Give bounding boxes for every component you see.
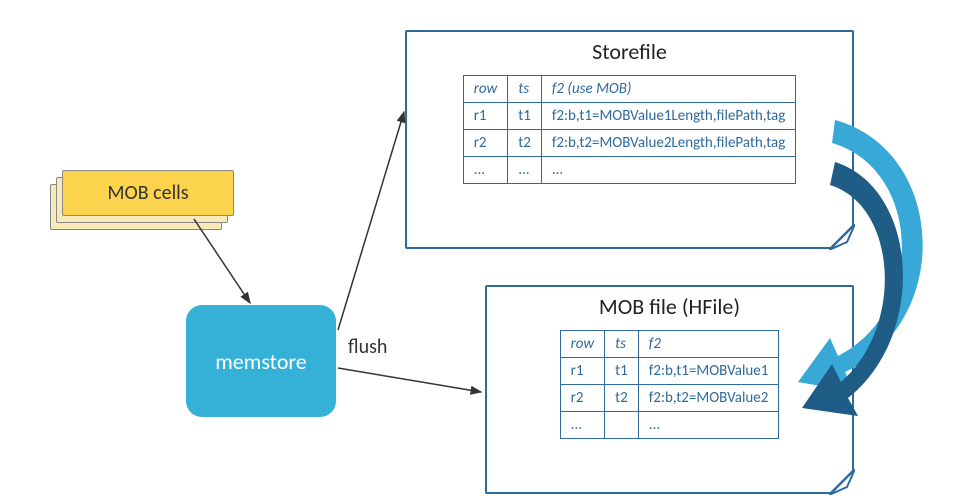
storefile-title: Storefile [407, 38, 852, 65]
memstore-box: memstore [186, 305, 336, 417]
cell: r2 [463, 130, 508, 157]
cell: r1 [560, 358, 605, 385]
table-row: r2 t2 f2:b,t2=MOBValue2Length,filePath,t… [463, 130, 796, 157]
cell: f2:b,t1=MOBValue1Length,filePath,tag [541, 103, 795, 130]
table-row: ... ... [560, 412, 779, 439]
table-row: r1 t1 f2:b,t1=MOBValue1 [560, 358, 779, 385]
cell: ... [560, 412, 605, 439]
cell: r2 [560, 385, 605, 412]
table-row: ... ... ... [463, 157, 796, 184]
paper-fold-icon [829, 224, 855, 250]
table-row: r1 t1 f2:b,t1=MOBValue1Length,filePath,t… [463, 103, 796, 130]
cell: t1 [605, 358, 639, 385]
memstore-label: memstore [215, 348, 307, 375]
cell: ... [508, 157, 542, 184]
mobfile-table: row ts f2 r1 t1 f2:b,t1=MOBValue1 r2 t2 … [560, 330, 780, 439]
cell [605, 412, 639, 439]
table-header-row: row ts f2 (use MOB) [463, 76, 796, 103]
storefile-panel: Storefile row ts f2 (use MOB) r1 t1 f2:b… [405, 30, 854, 249]
cell: t2 [508, 130, 542, 157]
cell: t2 [605, 385, 639, 412]
mobfile-title: MOB file (HFile) [487, 293, 852, 320]
cell: ... [541, 157, 795, 184]
cell: f2:b,t2=MOBValue2 [638, 385, 779, 412]
col-f2: f2 [638, 331, 779, 358]
arrow-mob-to-memstore [190, 215, 270, 310]
storefile-table: row ts f2 (use MOB) r1 t1 f2:b,t1=MOBVal… [463, 75, 797, 184]
col-ts: ts [508, 76, 542, 103]
paper-fold-icon [829, 469, 855, 495]
mob-card-front: MOB cells [62, 170, 234, 216]
table-header-row: row ts f2 [560, 331, 779, 358]
cell: f2:b,t1=MOBValue1 [638, 358, 779, 385]
cell: ... [463, 157, 508, 184]
cell: f2:b,t2=MOBValue2Length,filePath,tag [541, 130, 795, 157]
col-f2: f2 (use MOB) [541, 76, 795, 103]
table-row: r2 t2 f2:b,t2=MOBValue2 [560, 385, 779, 412]
cell: r1 [463, 103, 508, 130]
mob-cells-label: MOB cells [107, 181, 188, 205]
cell: ... [638, 412, 779, 439]
col-row: row [463, 76, 508, 103]
mobfile-panel: MOB file (HFile) row ts f2 r1 t1 f2:b,t1… [485, 285, 854, 494]
cell: t1 [508, 103, 542, 130]
col-row: row [560, 331, 605, 358]
col-ts: ts [605, 331, 639, 358]
